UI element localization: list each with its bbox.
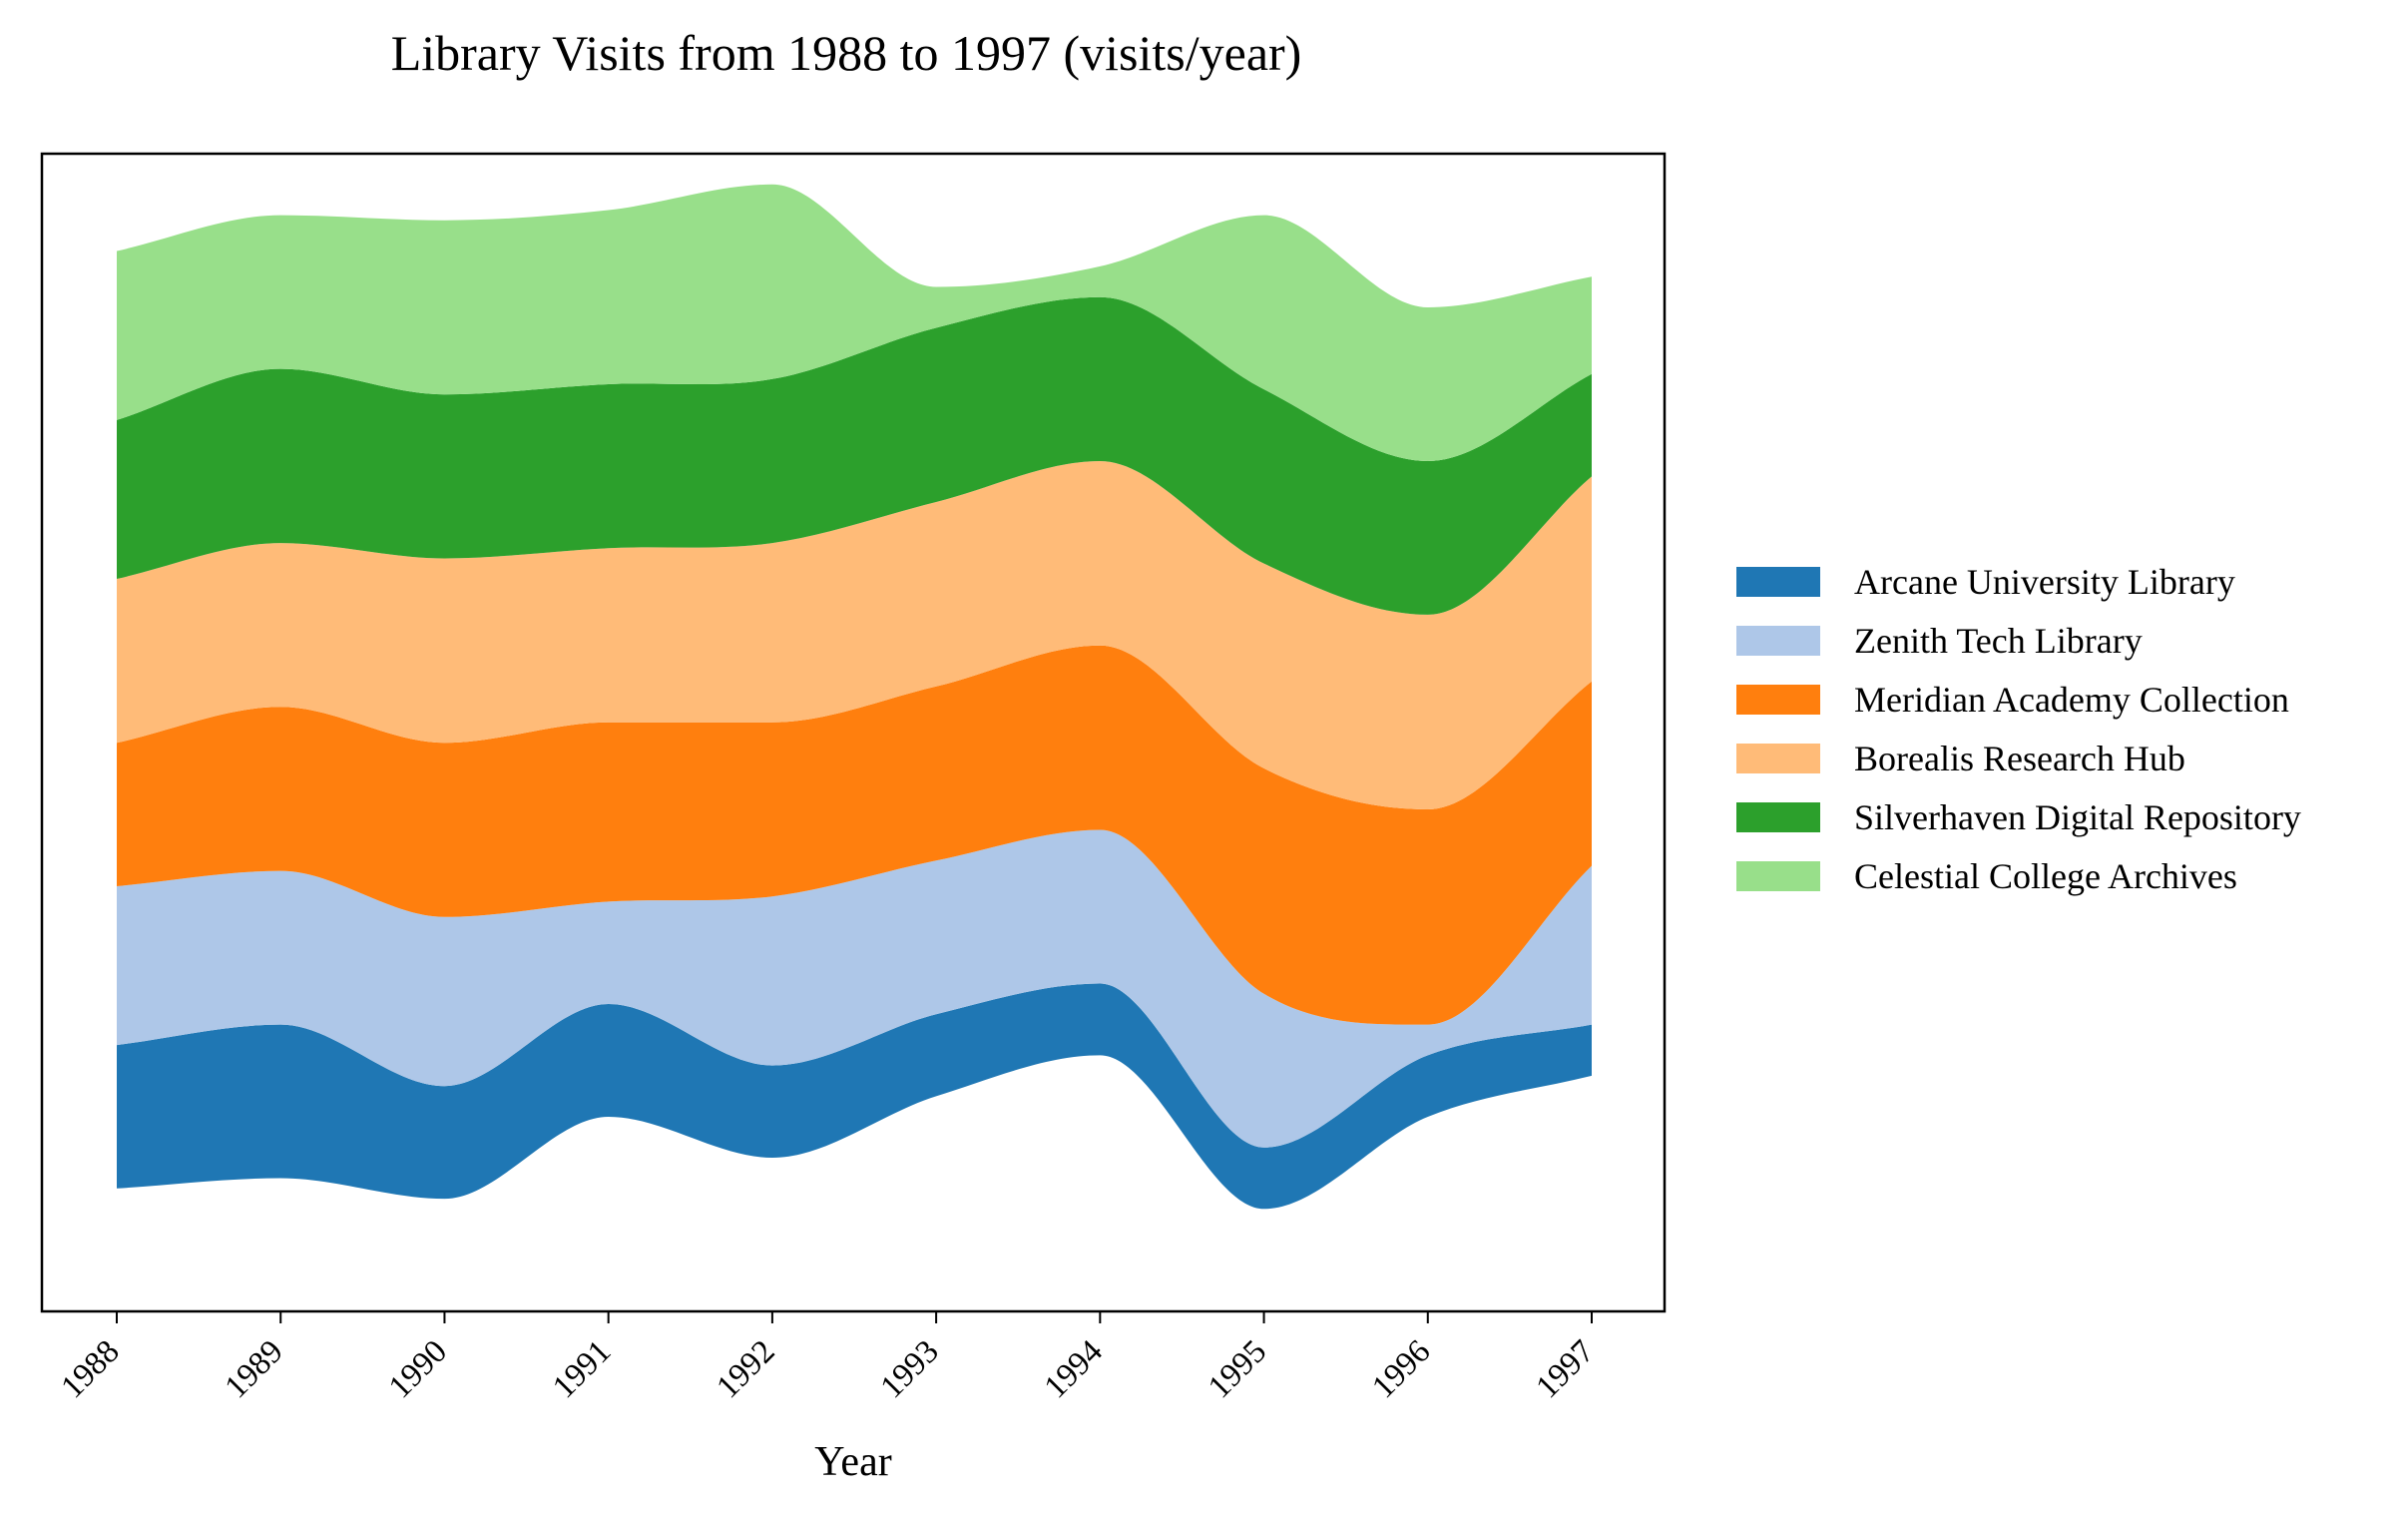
legend-swatch-borealis-research-hub bbox=[1736, 744, 1820, 773]
chart-title: Library Visits from 1988 to 1997 (visits… bbox=[391, 25, 1302, 81]
x-tick-label-1993: 1993 bbox=[874, 1333, 946, 1405]
x-tick-label-1996: 1996 bbox=[1365, 1333, 1437, 1405]
legend-label-silverhaven-digital-repository: Silverhaven Digital Repository bbox=[1854, 797, 2301, 837]
x-tick-label-1989: 1989 bbox=[219, 1333, 290, 1405]
x-tick-label-1990: 1990 bbox=[382, 1333, 454, 1405]
legend-swatch-silverhaven-digital-repository bbox=[1736, 802, 1820, 832]
legend-label-arcane-university-library: Arcane University Library bbox=[1854, 562, 2235, 602]
legend-label-zenith-tech-library: Zenith Tech Library bbox=[1854, 621, 2143, 661]
legend-label-meridian-academy-collection: Meridian Academy Collection bbox=[1854, 680, 2289, 720]
x-tick-label-1991: 1991 bbox=[546, 1333, 618, 1405]
legend-swatch-zenith-tech-library bbox=[1736, 626, 1820, 656]
x-tick-label-1988: 1988 bbox=[55, 1333, 127, 1405]
legend-swatch-meridian-academy-collection bbox=[1736, 685, 1820, 715]
stream-layers bbox=[117, 185, 1592, 1210]
legend: Arcane University Library Zenith Tech Lib… bbox=[1736, 562, 2301, 896]
legend-swatch-arcane-university-library bbox=[1736, 567, 1820, 597]
x-axis-label: Year bbox=[814, 1439, 891, 1485]
legend-swatch-celestial-college-archives bbox=[1736, 861, 1820, 891]
legend-label-borealis-research-hub: Borealis Research Hub bbox=[1854, 739, 2185, 778]
x-tick-label-1997: 1997 bbox=[1530, 1333, 1602, 1405]
legend-label-celestial-college-archives: Celestial College Archives bbox=[1854, 856, 2237, 896]
x-tick-label-1992: 1992 bbox=[710, 1333, 781, 1405]
x-tick-label-1994: 1994 bbox=[1038, 1333, 1110, 1405]
x-axis: 1988 1989 1990 1991 1992 1993 1994 1995 1996 1997 bbox=[55, 1311, 1602, 1405]
x-tick-label-1995: 1995 bbox=[1202, 1333, 1273, 1405]
